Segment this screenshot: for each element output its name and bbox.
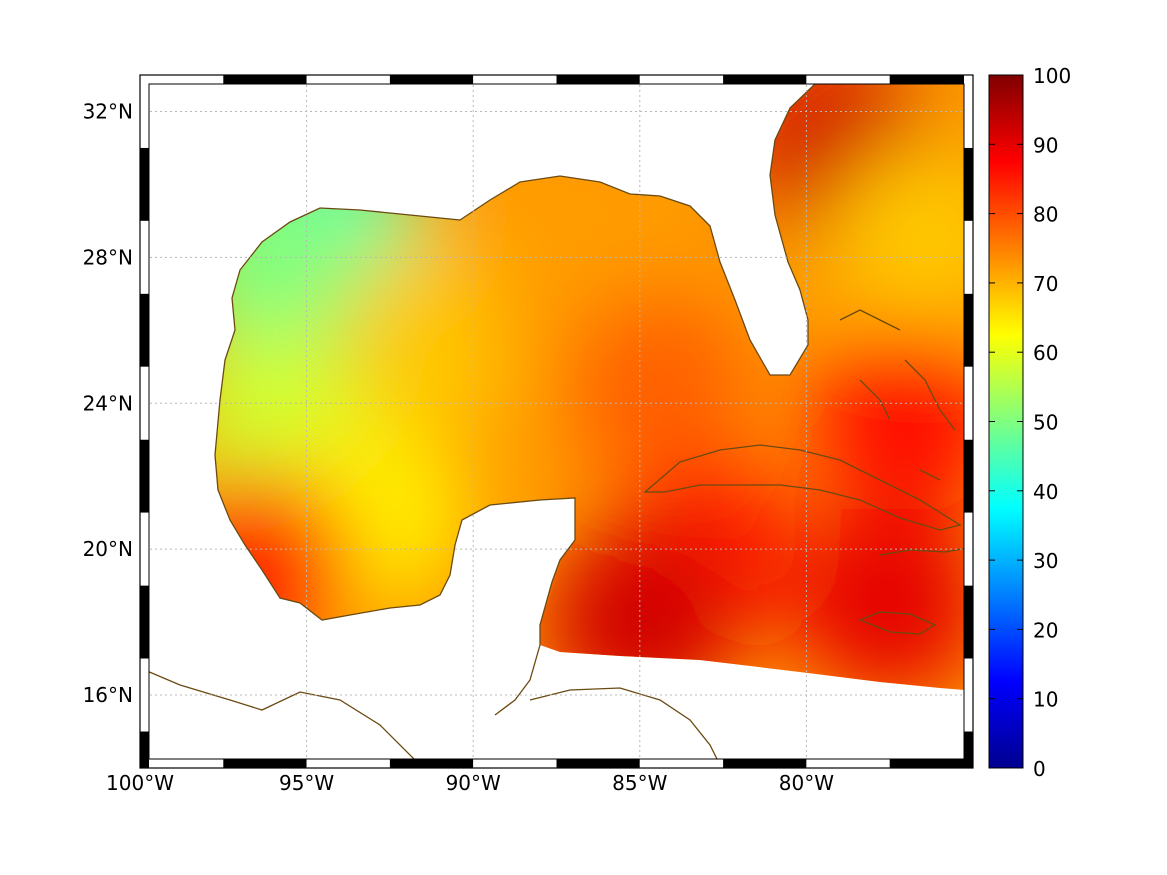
frame-segment-right <box>964 439 973 513</box>
frame-segment-left <box>140 658 149 732</box>
heat-sample-12 <box>794 508 965 690</box>
latitude-label: 16°N <box>83 683 133 707</box>
latitude-labels: 16°N 20°N 24°N 28°N 32°N <box>83 99 133 707</box>
colorbar-tick-label: 100 <box>1033 64 1071 88</box>
longitude-label: 85°W <box>612 771 667 795</box>
frame-segment-bottom <box>556 759 640 768</box>
frame-segment-bottom <box>223 759 307 768</box>
hispaniola-outline <box>879 547 969 556</box>
frame-segment-right <box>964 75 973 148</box>
frame-segment-bottom <box>806 759 890 768</box>
heat-sample-6 <box>561 290 752 481</box>
frame-segment-bottom <box>389 759 474 768</box>
cuba-outline <box>643 444 962 531</box>
frame-segment-top <box>140 75 224 84</box>
frame-outline <box>139 74 974 769</box>
frame-segment-bottom <box>473 759 557 768</box>
longitude-label: 90°W <box>446 771 501 795</box>
frame-segment-left <box>140 731 149 768</box>
colorbar-tick-label: 70 <box>1033 272 1058 296</box>
colorbar-tick-label: 90 <box>1033 133 1058 157</box>
frame-segment-right <box>964 585 973 659</box>
frame-segment-left <box>140 293 149 367</box>
frame-segment-left <box>140 366 149 440</box>
colorbar-ticks: 0 10 20 30 40 50 60 70 80 90 100 <box>989 64 1071 781</box>
map-frame <box>139 74 974 769</box>
coastlines <box>139 83 969 766</box>
frame-segment-right <box>964 220 973 294</box>
frame-segment-bottom <box>723 759 807 768</box>
frame-segment-right <box>964 731 973 768</box>
pacific-coastline <box>139 667 421 766</box>
colorbar-tick-label: 30 <box>1033 549 1058 573</box>
jamaica-outline <box>858 611 937 635</box>
frame-segment-top <box>556 75 640 84</box>
heat-field <box>215 84 965 690</box>
frame-segment-top <box>223 75 307 84</box>
colorbar-tick-label: 40 <box>1033 480 1058 504</box>
heat-blobs <box>215 84 965 690</box>
frame-segment-bottom <box>306 759 390 768</box>
frame-segment-bottom <box>639 759 724 768</box>
longitude-label: 95°W <box>279 771 334 795</box>
latitude-label: 24°N <box>83 391 133 415</box>
frame-segment-right <box>964 366 973 440</box>
frame-segment-left <box>140 220 149 294</box>
heat-sample-10 <box>828 144 965 335</box>
colorbar-tick-label: 80 <box>1033 203 1058 227</box>
frame-segment-right <box>964 658 973 732</box>
frame-segment-left <box>140 512 149 586</box>
latitude-label: 32°N <box>83 99 133 123</box>
central-america-coastline <box>529 687 721 766</box>
frame-segment-right <box>964 147 973 221</box>
frame-segment-bottom <box>140 759 224 768</box>
frame-segment-left <box>140 585 149 659</box>
frame-segment-top <box>639 75 724 84</box>
frame-segment-top <box>473 75 557 84</box>
longitude-label: 100°W <box>106 771 174 795</box>
frame-segment-bottom <box>889 759 973 768</box>
gulf-coastline <box>231 83 816 376</box>
frame-segment-left <box>140 439 149 513</box>
frame-segment-left <box>140 147 149 221</box>
colorbar-tick-label: 50 <box>1033 411 1058 435</box>
colorbar-tick-label: 0 <box>1033 757 1046 781</box>
frame-segment-top <box>806 75 890 84</box>
frame-segment-left <box>140 75 149 148</box>
latitude-label: 28°N <box>83 245 133 269</box>
frame-inner-outline <box>148 83 965 760</box>
frame-segment-top <box>306 75 390 84</box>
frame-segment-top <box>723 75 807 84</box>
frame-segment-right <box>964 512 973 586</box>
frame-segment-top <box>389 75 474 84</box>
mexico-coastline <box>214 297 576 716</box>
latitude-label: 20°N <box>83 537 133 561</box>
frame-segment-top <box>889 75 973 84</box>
longitude-label: 80°W <box>779 771 834 795</box>
longitude-labels: 100°W 95°W 90°W 85°W 80°W <box>106 771 834 795</box>
colorbar-tick-label: 10 <box>1033 688 1058 712</box>
colorbar-tick-label: 20 <box>1033 618 1058 642</box>
colorbar-tick-label: 60 <box>1033 341 1058 365</box>
frame-segment-right <box>964 293 973 367</box>
bahamas-islands <box>839 309 956 481</box>
